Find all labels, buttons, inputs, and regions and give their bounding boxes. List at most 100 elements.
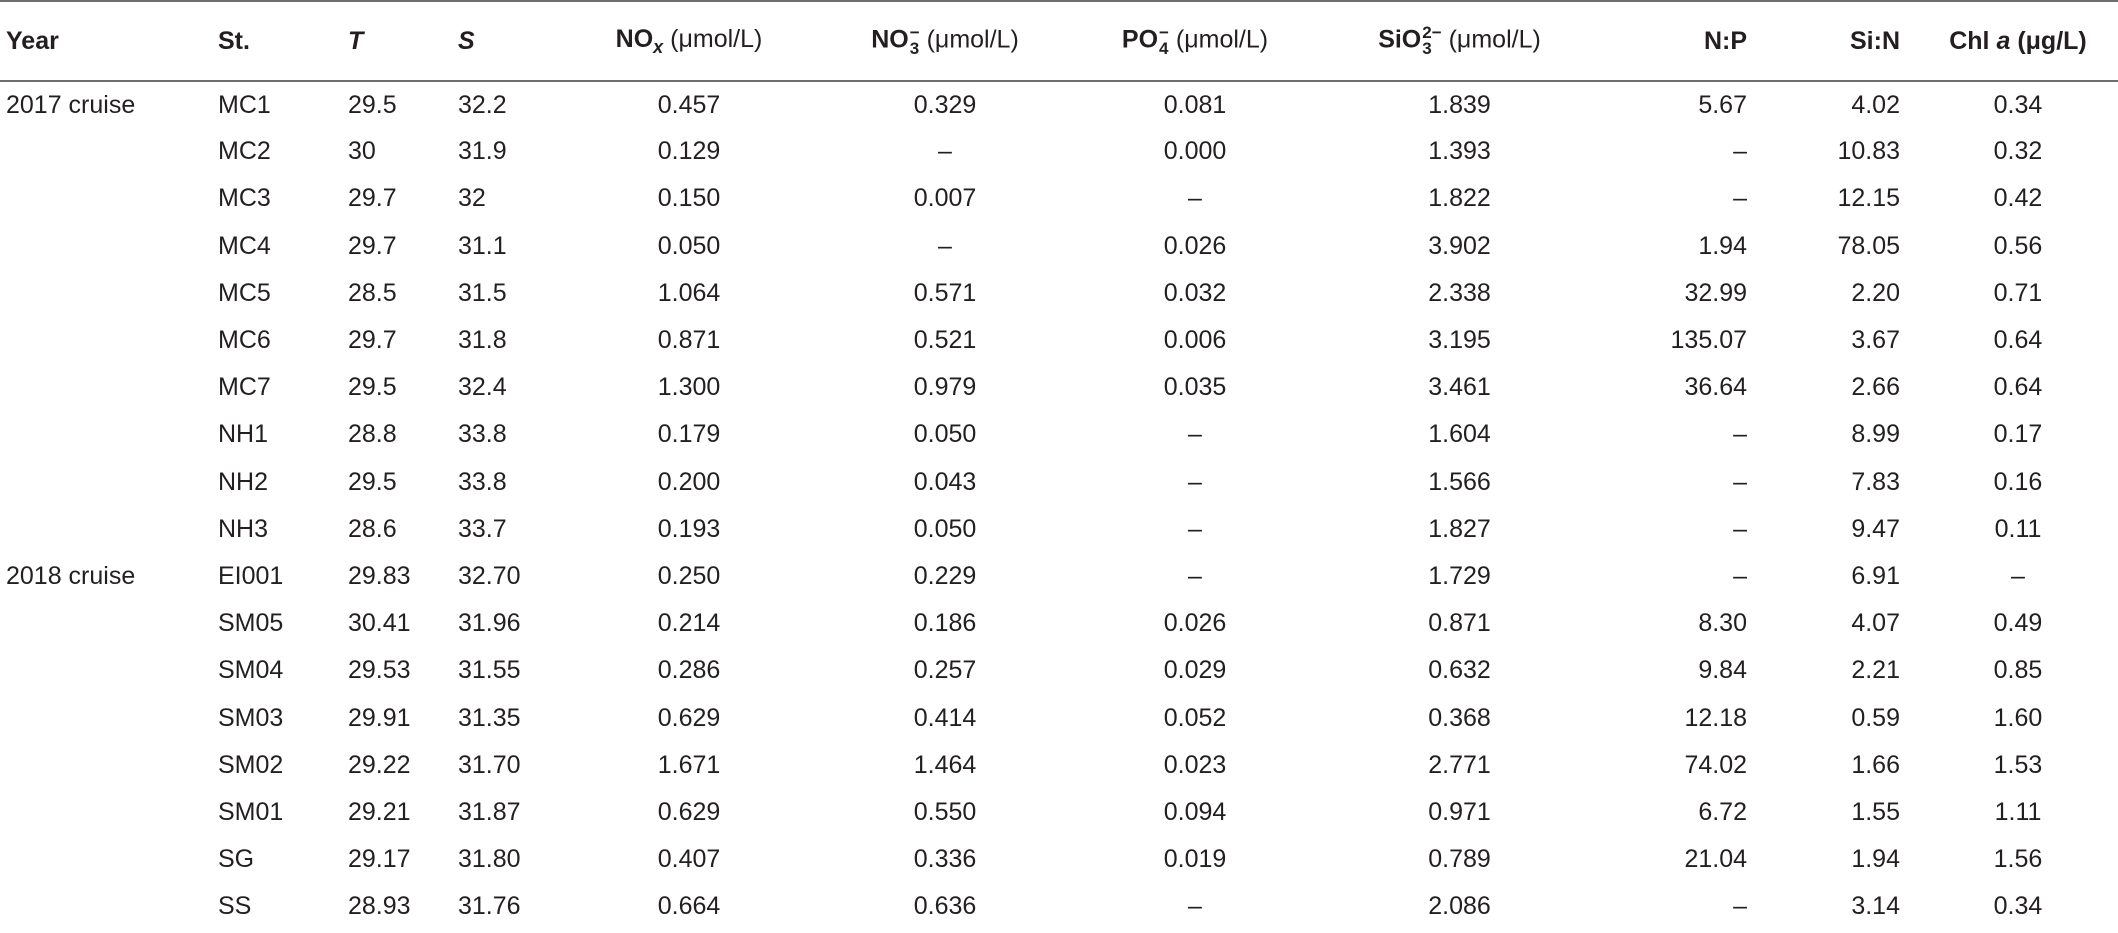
cell-chl-a: 0.71 <box>1993 278 2043 307</box>
table-row: 2018 cruise EI001 29.83 32.70 0.250 0.229 – 1.7… <box>0 553 2118 600</box>
table-row: MC4 29.7 31.1 0.050 – 0.026 3.902 1.94 78.05 0.56 <box>0 223 2118 270</box>
cell-sio3: 1.604 <box>1428 420 1491 449</box>
cell-station: SS <box>218 892 252 921</box>
cell-np-ratio: 36.64 <box>1684 373 1747 402</box>
cell-year <box>0 600 210 647</box>
cell-temperature: 29.83 <box>348 561 411 590</box>
cell-po4: 0.029 <box>1163 656 1227 685</box>
cell-year <box>0 883 210 930</box>
cell-po4: – <box>1188 892 1202 921</box>
cell-year <box>0 506 210 553</box>
header-salinity: S <box>450 0 560 82</box>
cell-station: SM04 <box>218 656 284 685</box>
cell-year <box>0 364 210 411</box>
cell-sin-ratio: 9.47 <box>1851 514 1900 543</box>
cell-np-ratio: – <box>1733 892 1747 921</box>
cell-sin-ratio: 2.20 <box>1851 278 1900 307</box>
table-row: MC6 29.7 31.8 0.871 0.521 0.006 3.195 135.07 3.6… <box>0 317 2118 364</box>
cell-station: SM02 <box>218 750 284 779</box>
cell-sio3: 2.338 <box>1428 278 1491 307</box>
cell-np-ratio: – <box>1733 561 1747 590</box>
table-row: NH3 28.6 33.7 0.193 0.050 – 1.827 – 9.47 0.11 <box>0 506 2118 553</box>
cell-sin-ratio: 7.83 <box>1851 467 1900 496</box>
cell-chl-a: – <box>2011 561 2025 590</box>
cell-station: MC6 <box>218 326 271 355</box>
cell-po4: – <box>1188 514 1202 543</box>
cell-po4: – <box>1188 467 1202 496</box>
cell-sin-ratio: 10.83 <box>1837 137 1900 166</box>
cell-year <box>0 789 210 836</box>
table-row: 2017 cruise MC1 29.5 32.2 0.457 0.329 0.081 1.8… <box>0 81 2118 128</box>
header-sin-ratio: Si:N <box>1769 0 1914 82</box>
cell-np-ratio: 12.18 <box>1684 703 1747 732</box>
cell-salinity: 31.80 <box>458 845 521 874</box>
cell-nox: 0.664 <box>657 892 721 921</box>
cell-salinity: 32.2 <box>458 90 507 119</box>
cell-station: MC1 <box>218 90 271 119</box>
cell-nox: 0.129 <box>657 137 721 166</box>
header-no3: NO −3 (μmol/L) <box>818 0 1072 82</box>
cell-salinity: 31.1 <box>458 231 507 260</box>
cell-chl-a: 0.64 <box>1993 326 2043 355</box>
cell-sio3: 0.632 <box>1428 656 1491 685</box>
cell-no3: 0.521 <box>913 326 977 355</box>
cell-temperature: 30.41 <box>348 609 411 638</box>
cell-np-ratio: 6.72 <box>1698 797 1747 826</box>
cell-po4: – <box>1188 420 1202 449</box>
cell-sio3: 0.368 <box>1428 703 1491 732</box>
cell-sin-ratio: 2.66 <box>1851 373 1900 402</box>
cell-sio3: 1.839 <box>1428 90 1491 119</box>
cell-no3: 0.043 <box>913 467 977 496</box>
cell-chl-a: 0.34 <box>1993 892 2043 921</box>
cell-salinity: 31.5 <box>458 278 507 307</box>
cell-po4: 0.000 <box>1163 137 1227 166</box>
cell-nox: 0.407 <box>657 845 721 874</box>
header-np-ratio: N:P <box>1601 0 1769 82</box>
cell-chl-a: 1.53 <box>1993 750 2043 779</box>
cell-salinity: 31.70 <box>458 750 521 779</box>
cell-sio3: 3.902 <box>1428 231 1491 260</box>
cell-np-ratio: 8.30 <box>1698 609 1747 638</box>
cell-nox: 0.179 <box>657 420 721 449</box>
table-row: SM03 29.91 31.35 0.629 0.414 0.052 0.368 12.18 0… <box>0 694 2118 741</box>
cell-sio3: 0.971 <box>1428 797 1491 826</box>
cell-sio3: 2.771 <box>1428 750 1491 779</box>
cell-sio3: 1.566 <box>1428 467 1491 496</box>
cell-temperature: 30 <box>348 137 376 166</box>
cell-no3: – <box>938 137 952 166</box>
cell-np-ratio: 32.99 <box>1684 278 1747 307</box>
cell-no3: 0.329 <box>913 90 977 119</box>
cell-salinity: 31.9 <box>458 137 507 166</box>
cell-station: NH3 <box>218 514 269 543</box>
cell-chl-a: 1.60 <box>1993 703 2043 732</box>
cell-sin-ratio: 4.07 <box>1851 609 1900 638</box>
cell-np-ratio: 21.04 <box>1684 845 1747 874</box>
cell-no3: 0.636 <box>913 892 977 921</box>
cell-station: SM03 <box>218 703 284 732</box>
cell-station: MC7 <box>218 373 271 402</box>
table-row: MC5 28.5 31.5 1.064 0.571 0.032 2.338 32.99 2.20… <box>0 270 2118 317</box>
cell-sin-ratio: 78.05 <box>1837 231 1900 260</box>
cell-chl-a: 0.56 <box>1993 231 2043 260</box>
cell-po4: – <box>1188 561 1202 590</box>
cell-year <box>0 411 210 458</box>
cell-po4: 0.019 <box>1163 845 1227 874</box>
cell-sio3: 0.871 <box>1428 609 1491 638</box>
cell-nox: 0.286 <box>657 656 721 685</box>
cell-sin-ratio: 1.94 <box>1851 845 1900 874</box>
cell-sin-ratio: 0.59 <box>1851 703 1900 732</box>
cell-sin-ratio: 6.91 <box>1851 561 1900 590</box>
cell-year <box>0 270 210 317</box>
cell-np-ratio: 5.67 <box>1698 90 1747 119</box>
cell-year: 2018 cruise <box>6 561 136 590</box>
table-row: SM05 30.41 31.96 0.214 0.186 0.026 0.871 8.30 4.… <box>0 600 2118 647</box>
cell-nox: 1.064 <box>657 278 721 307</box>
cell-temperature: 28.6 <box>348 514 397 543</box>
cell-no3: 0.007 <box>913 184 977 213</box>
cell-no3: 0.414 <box>913 703 977 732</box>
cell-sio3: 3.461 <box>1428 373 1491 402</box>
cell-po4: 0.094 <box>1163 797 1227 826</box>
cell-salinity: 32.70 <box>458 561 521 590</box>
cell-np-ratio: – <box>1733 184 1747 213</box>
cell-temperature: 29.7 <box>348 184 397 213</box>
